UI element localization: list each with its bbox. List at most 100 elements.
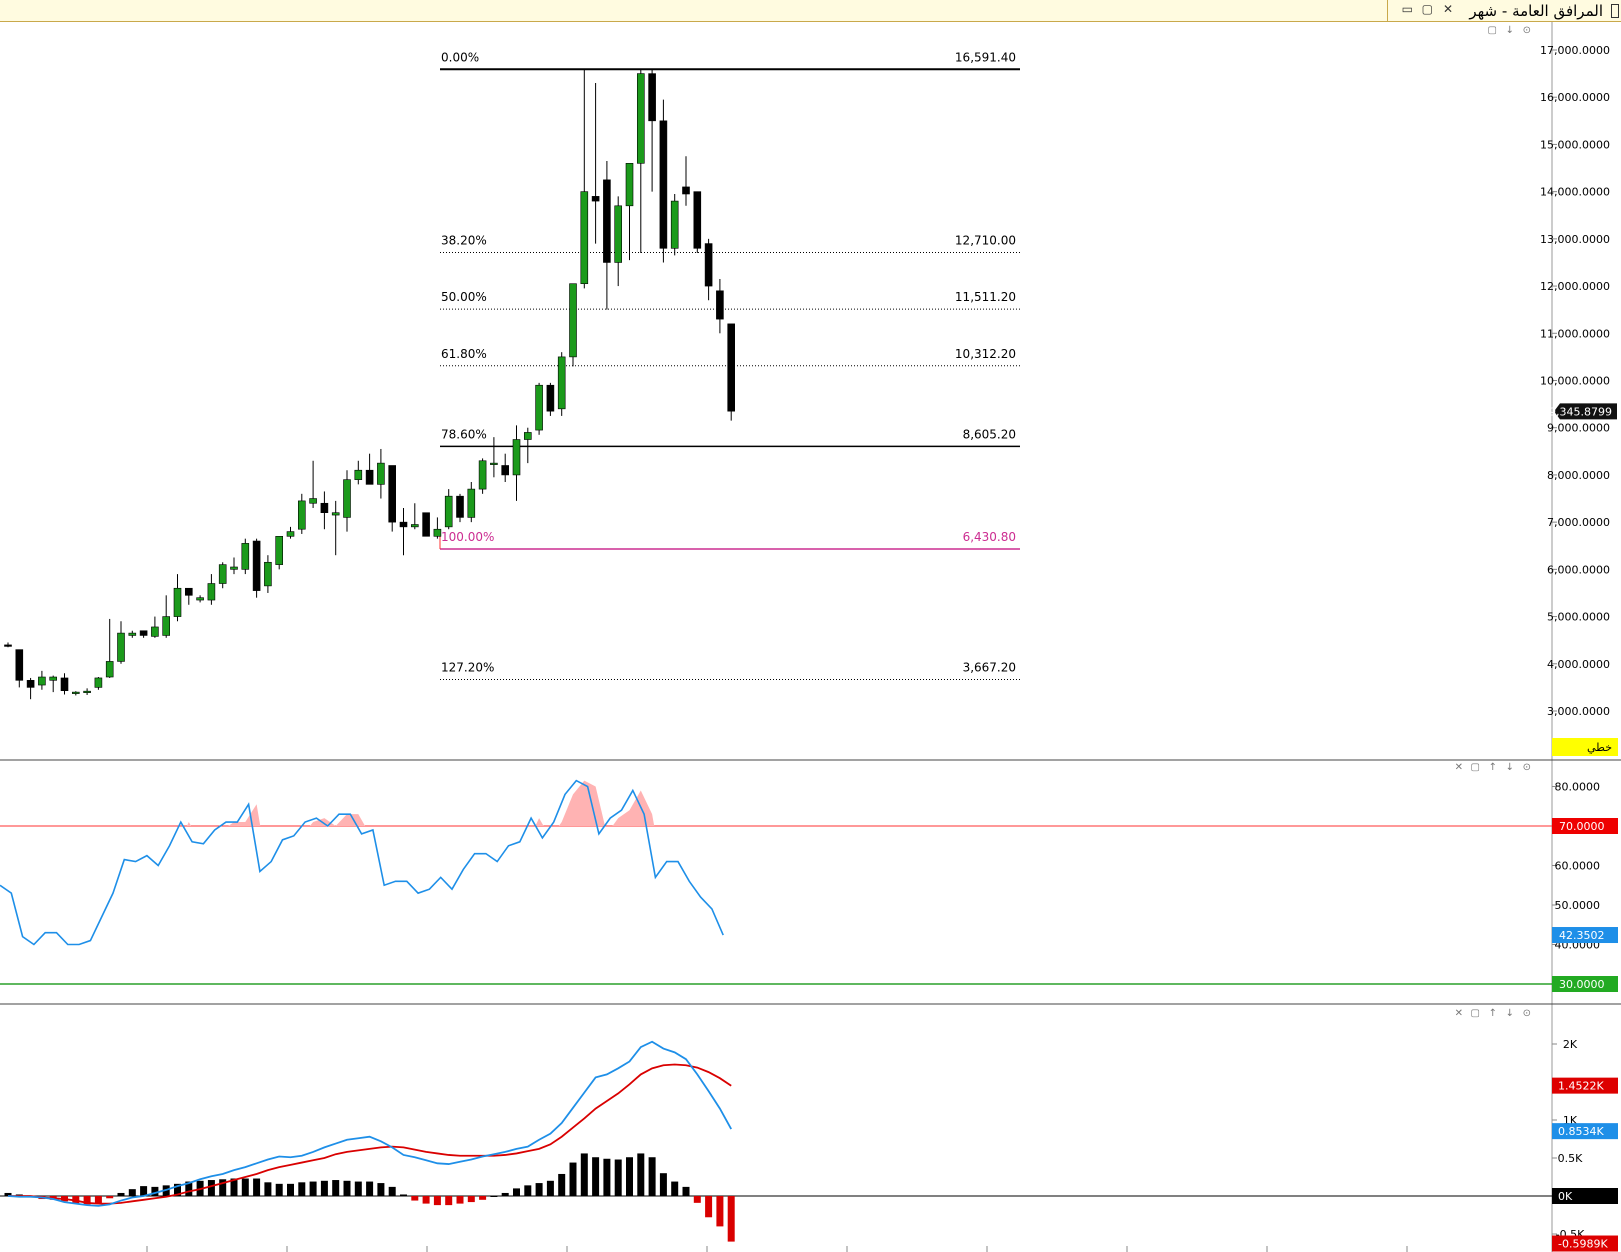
rsi-axis-label: 60.0000: [1555, 860, 1601, 873]
macd-histogram-bar: [637, 1153, 645, 1196]
candle-body: [456, 495, 464, 518]
macd-histogram-bar: [343, 1180, 351, 1196]
candle-body: [241, 543, 250, 570]
macd-histogram-bar: [400, 1194, 407, 1196]
candle-body: [682, 186, 690, 195]
candle-body: [557, 356, 566, 410]
macd-histogram-bar: [445, 1196, 453, 1206]
macd-histogram-bar: [4, 1192, 12, 1196]
restore-icon[interactable]: [1611, 4, 1619, 18]
candle-body: [625, 163, 634, 207]
macd-toolbar-icon-4: ✕: [1455, 1008, 1463, 1019]
rsi-toolbar-icon-4: ✕: [1455, 762, 1463, 773]
macd-histogram-bar: [388, 1186, 396, 1196]
price-axis-label: 11,000.0000: [1540, 327, 1610, 340]
rsi-overbought-fill: [186, 780, 655, 826]
candle-body: [365, 469, 374, 485]
candle-body: [659, 120, 668, 249]
candle-body: [422, 512, 430, 537]
candle-body: [614, 205, 623, 263]
fib-pct-label: 100.00%: [441, 530, 494, 544]
macd-histogram-bar: [287, 1183, 294, 1196]
macd-histogram-bar: [501, 1192, 509, 1196]
close-button[interactable]: ✕: [1442, 2, 1453, 16]
candle-body: [648, 73, 656, 122]
candle-body: [230, 566, 238, 570]
price-axis-label: 16,000.0000: [1540, 91, 1610, 104]
macd-zero-badge: [1552, 1188, 1618, 1204]
candle-body: [546, 384, 555, 412]
candle-body: [94, 677, 103, 688]
candle-body: [15, 649, 24, 681]
price-axis-label: 17,000.0000: [1540, 44, 1610, 57]
macd-histogram-bar: [106, 1196, 114, 1199]
candle-body: [535, 384, 543, 431]
fib-value-label: 10,312.20: [955, 347, 1016, 361]
macd-histogram-bar: [83, 1196, 91, 1205]
candle-body: [4, 644, 12, 647]
macd-histogram-bar: [377, 1183, 385, 1196]
price-axis-label: 10,000.0000: [1540, 375, 1610, 388]
macd-histogram-bar: [320, 1180, 328, 1196]
rsi-current-label: 42.3502: [1559, 929, 1605, 942]
candle-body: [196, 597, 204, 601]
price-axis-label: 13,000.0000: [1540, 233, 1610, 246]
candle-body: [388, 465, 397, 523]
price-axis-label: 3,000.0000: [1547, 705, 1610, 718]
macd-histogram-bar: [648, 1157, 656, 1196]
candle-body: [693, 191, 702, 249]
mode-label: خطي: [1587, 741, 1612, 754]
macd-histogram-bar: [682, 1186, 690, 1196]
macd-histogram-bar: [727, 1196, 735, 1242]
macd-histogram-bar: [546, 1180, 554, 1196]
macd-histogram-bar: [671, 1181, 679, 1196]
price-axis-label: 8,000.0000: [1547, 469, 1610, 482]
candle-body: [218, 564, 227, 584]
fib-value-label: 16,591.40: [955, 50, 1016, 64]
candle-body: [264, 561, 272, 587]
fib-value-label: 12,710.00: [955, 234, 1016, 248]
macd-line: [7, 1040, 732, 1207]
macd-histogram-bar: [716, 1196, 724, 1227]
macd-value-label: 0.8534K: [1558, 1125, 1604, 1138]
rsi-toolbar-icon-2: ↑: [1489, 762, 1497, 773]
candle-body: [478, 460, 487, 490]
candle-body: [580, 191, 589, 285]
candle-body: [444, 495, 453, 528]
candle-body: [377, 462, 385, 485]
macd-zero-label: 0K: [1558, 1190, 1573, 1203]
candle-body: [26, 680, 35, 688]
candle-body: [399, 521, 408, 528]
macd-histogram-bar: [705, 1196, 713, 1218]
rsi-ob-badge: [1552, 818, 1618, 834]
macd-histogram-bar: [603, 1158, 611, 1196]
fib-pct-label: 61.80%: [441, 347, 487, 361]
candle-body: [139, 630, 148, 636]
price-toolbar-icon-1: ↓: [1506, 25, 1514, 36]
candle-body: [433, 528, 442, 537]
fib-pct-label: 38.20%: [441, 234, 487, 248]
candle-body: [704, 243, 713, 287]
candle-body: [410, 524, 419, 528]
macd-toolbar-icon-0: ⊙: [1523, 1008, 1531, 1019]
price-toolbar-icon-0: ⊙: [1523, 25, 1531, 36]
candle-body: [162, 616, 170, 636]
maximize-button[interactable]: ▢: [1421, 2, 1433, 16]
macd-histogram-bar: [535, 1183, 543, 1196]
macd-histogram-bar: [524, 1185, 532, 1196]
fib-pct-label: 50.00%: [441, 290, 487, 304]
macd-histogram-bar: [332, 1180, 340, 1196]
last-price-label: 9,345.8799: [1549, 405, 1612, 418]
candle-body: [252, 540, 261, 591]
candle-body: [501, 465, 510, 476]
price-axis-label: 15,000.0000: [1540, 138, 1610, 151]
fib-value-label: 3,667.20: [963, 660, 1016, 674]
macd-toolbar-icon-1: ↓: [1506, 1008, 1514, 1019]
price-axis-label: 6,000.0000: [1547, 563, 1610, 576]
macd-histogram-bar: [569, 1162, 577, 1196]
macd-histogram-bar: [366, 1181, 374, 1196]
macd-histogram-bar: [558, 1173, 566, 1196]
price-axis-label: 4,000.0000: [1547, 658, 1610, 671]
minimize-button[interactable]: ▭: [1401, 2, 1413, 16]
